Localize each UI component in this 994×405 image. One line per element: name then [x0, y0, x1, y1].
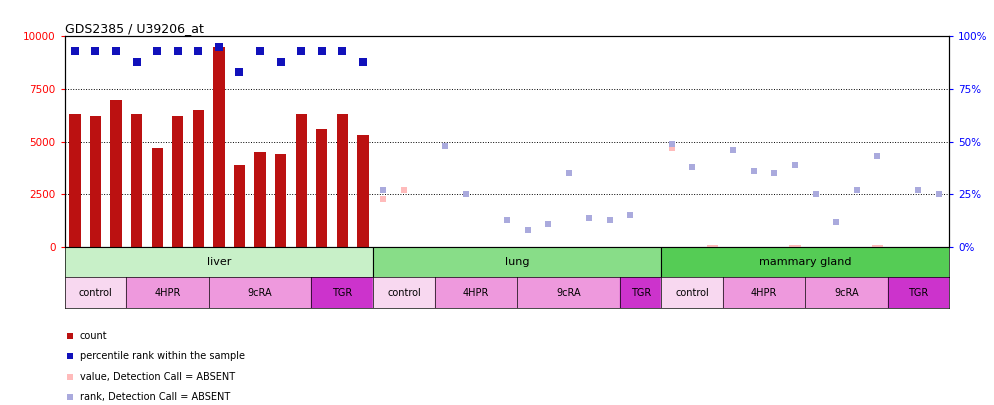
Bar	[131, 114, 142, 247]
Bar	[357, 135, 369, 247]
Text: 9cRA: 9cRA	[557, 288, 580, 298]
Text: percentile rank within the sample: percentile rank within the sample	[80, 352, 245, 361]
Bar	[311, 277, 373, 308]
Bar	[373, 277, 435, 308]
Text: liver: liver	[207, 257, 231, 267]
Bar	[872, 245, 883, 247]
Text: TGR: TGR	[332, 288, 353, 298]
Bar	[193, 110, 204, 247]
Text: 4HPR: 4HPR	[463, 288, 489, 298]
Bar	[172, 117, 184, 247]
Text: mammary gland: mammary gland	[759, 257, 852, 267]
Bar	[661, 277, 723, 308]
Bar	[435, 277, 517, 308]
Bar	[275, 154, 286, 247]
Text: control: control	[79, 288, 112, 298]
Text: 4HPR: 4HPR	[154, 288, 181, 298]
Bar	[209, 277, 311, 308]
Text: 9cRA: 9cRA	[834, 288, 859, 298]
Bar	[89, 117, 101, 247]
Bar	[620, 277, 661, 308]
Text: GDS2385 / U39206_at: GDS2385 / U39206_at	[65, 22, 204, 35]
Bar	[661, 247, 949, 277]
Bar	[789, 245, 800, 247]
Bar	[151, 148, 163, 247]
Bar	[65, 247, 373, 277]
Text: count: count	[80, 331, 107, 341]
Bar	[316, 129, 327, 247]
Text: TGR: TGR	[909, 288, 928, 298]
Bar	[337, 114, 348, 247]
Bar	[517, 277, 620, 308]
Bar	[110, 100, 121, 247]
Text: lung: lung	[505, 257, 530, 267]
Bar	[707, 245, 719, 247]
Bar	[295, 114, 307, 247]
Bar	[126, 277, 209, 308]
Text: control: control	[388, 288, 420, 298]
Text: rank, Detection Call = ABSENT: rank, Detection Call = ABSENT	[80, 392, 230, 402]
Bar	[888, 277, 949, 308]
Text: TGR: TGR	[630, 288, 651, 298]
Bar	[70, 114, 81, 247]
Bar	[214, 47, 225, 247]
Bar	[234, 165, 246, 247]
Bar	[65, 277, 126, 308]
Bar	[805, 277, 888, 308]
Text: 9cRA: 9cRA	[248, 288, 272, 298]
Text: control: control	[675, 288, 709, 298]
Text: value, Detection Call = ABSENT: value, Detection Call = ABSENT	[80, 372, 235, 382]
Bar	[254, 152, 265, 247]
Bar	[373, 247, 661, 277]
Bar	[723, 277, 805, 308]
Text: 4HPR: 4HPR	[750, 288, 777, 298]
